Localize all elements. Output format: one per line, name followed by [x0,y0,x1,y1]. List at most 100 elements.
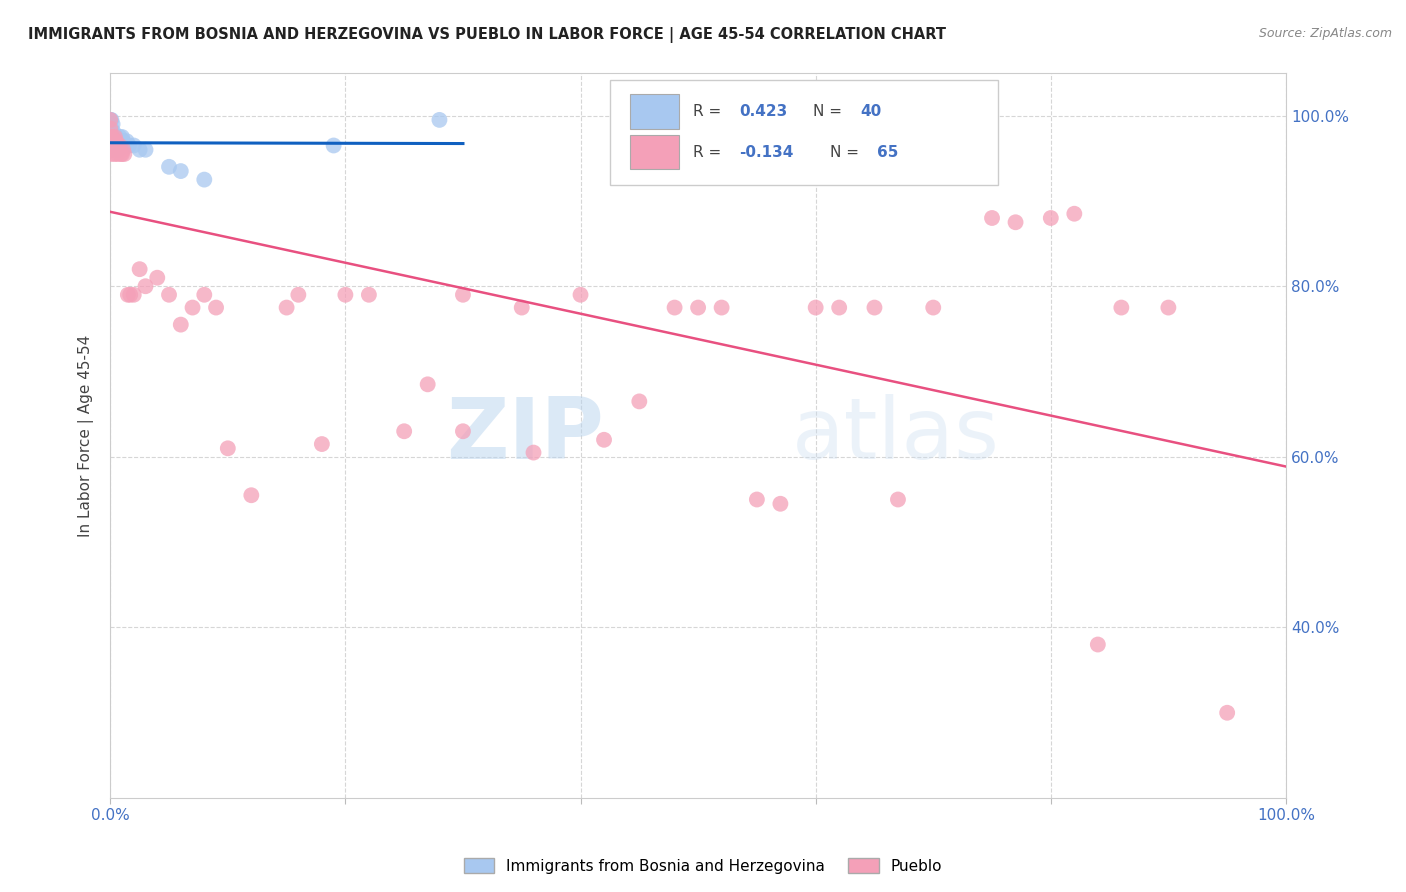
Point [105,138,128,153]
Point [157,287,180,301]
Point [664,301,686,315]
Y-axis label: In Labor Force | Age 45-54: In Labor Force | Age 45-54 [79,334,94,537]
Text: N =: N = [813,103,848,119]
Text: IMMIGRANTS FROM BOSNIA AND HERZEGOVINA VS PUEBLO IN LABOR FORCE | AGE 45-54 CORR: IMMIGRANTS FROM BOSNIA AND HERZEGOVINA V… [28,27,946,43]
Point [745,492,768,507]
Point [100,138,122,153]
Text: 40: 40 [860,103,882,119]
Point [108,138,131,153]
Point [111,147,134,161]
Point [157,160,180,174]
Point [98,121,121,136]
Point [100,143,122,157]
Point [710,301,733,315]
Text: R =: R = [693,145,727,160]
Point [105,134,128,148]
Point [311,437,333,451]
Point [101,138,124,153]
Point [276,301,298,315]
Point [105,138,128,153]
Point [103,126,125,140]
Point [98,112,121,127]
Point [101,130,124,145]
Point [100,143,122,157]
Point [118,138,141,153]
Point [103,134,125,148]
Point [112,143,135,157]
Point [1111,301,1133,315]
Point [104,130,127,145]
Point [112,147,135,161]
Legend: Immigrants from Bosnia and Herzegovina, Pueblo: Immigrants from Bosnia and Herzegovina, … [457,852,949,880]
Point [108,138,131,153]
Point [107,143,129,157]
Point [922,301,945,315]
Point [1063,207,1085,221]
Point [107,134,129,148]
Point [128,262,150,277]
Point [101,117,124,131]
Text: 65: 65 [877,145,898,160]
Point [146,270,169,285]
Point [1157,301,1180,315]
Point [181,301,204,315]
Point [105,138,128,153]
FancyBboxPatch shape [630,94,679,128]
Point [416,377,439,392]
Point [887,492,910,507]
Point [105,134,128,148]
Point [1216,706,1239,720]
Text: atlas: atlas [792,394,1000,477]
Point [193,172,215,186]
Point [287,287,309,301]
Point [107,138,129,153]
Point [104,130,127,145]
Point [105,143,128,157]
Point [593,433,616,447]
Point [217,442,239,456]
Point [122,138,145,153]
Point [769,497,792,511]
Point [115,134,138,148]
Text: Source: ZipAtlas.com: Source: ZipAtlas.com [1258,27,1392,40]
Point [103,134,125,148]
Point [103,138,125,153]
Point [108,130,131,145]
Point [112,134,135,148]
Point [357,287,380,301]
Text: 0.423: 0.423 [740,103,787,119]
Point [105,147,128,161]
Point [104,147,127,161]
Point [429,112,451,127]
Point [101,134,124,148]
Point [100,147,122,161]
Text: -0.134: -0.134 [740,145,793,160]
Point [170,164,193,178]
Point [134,279,156,293]
Point [105,130,128,145]
Point [100,134,122,148]
Point [828,301,851,315]
FancyBboxPatch shape [630,135,679,169]
Point [510,301,533,315]
Point [1039,211,1062,225]
Point [128,143,150,157]
Point [100,134,122,148]
Point [122,287,145,301]
Text: R =: R = [693,103,727,119]
Point [111,138,134,153]
Point [240,488,263,502]
Point [120,287,142,301]
Point [1087,638,1109,652]
Point [105,134,128,148]
Point [451,424,474,438]
Point [628,394,651,409]
Text: ZIP: ZIP [446,394,605,477]
Point [98,112,121,127]
Point [104,134,127,148]
Point [108,134,131,148]
Point [205,301,228,315]
Point [522,445,544,459]
Point [104,138,127,153]
Point [112,138,135,153]
